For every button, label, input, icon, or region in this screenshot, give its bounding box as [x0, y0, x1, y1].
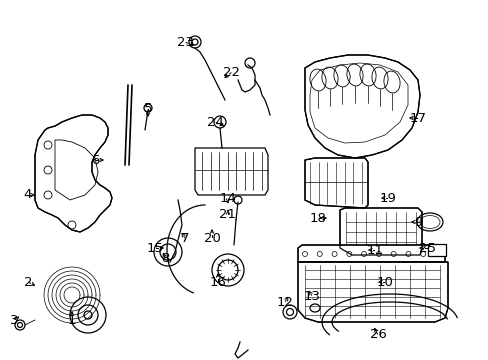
Text: 5: 5	[143, 102, 152, 114]
Text: 11: 11	[366, 243, 383, 256]
Text: 13: 13	[303, 289, 320, 302]
Text: 14: 14	[219, 192, 236, 204]
Text: 12: 12	[276, 296, 293, 309]
Text: 23: 23	[176, 36, 193, 49]
Bar	[427, 244, 445, 256]
Text: 16: 16	[209, 275, 226, 288]
Text: 3: 3	[10, 314, 18, 327]
Text: 8: 8	[161, 252, 169, 265]
Text: 17: 17	[408, 112, 426, 125]
Text: 4: 4	[24, 189, 32, 202]
Polygon shape	[305, 55, 419, 158]
Text: 10: 10	[376, 275, 393, 288]
Text: 19: 19	[379, 192, 396, 204]
Text: 24: 24	[206, 116, 223, 129]
Polygon shape	[297, 245, 444, 262]
Polygon shape	[305, 158, 367, 208]
Text: 7: 7	[181, 231, 189, 244]
Text: 1: 1	[68, 314, 76, 327]
Text: 9: 9	[413, 216, 421, 229]
Polygon shape	[297, 262, 447, 322]
Text: 25: 25	[419, 242, 436, 255]
Text: 6: 6	[91, 153, 99, 166]
Polygon shape	[195, 148, 267, 195]
Text: 20: 20	[203, 231, 220, 244]
Text: 2: 2	[24, 275, 32, 288]
Polygon shape	[339, 208, 421, 255]
Text: 21: 21	[219, 208, 236, 221]
Text: 26: 26	[369, 328, 386, 342]
Text: 22: 22	[223, 66, 240, 78]
Polygon shape	[35, 115, 112, 232]
Text: 18: 18	[309, 211, 326, 225]
Text: 15: 15	[146, 242, 163, 255]
